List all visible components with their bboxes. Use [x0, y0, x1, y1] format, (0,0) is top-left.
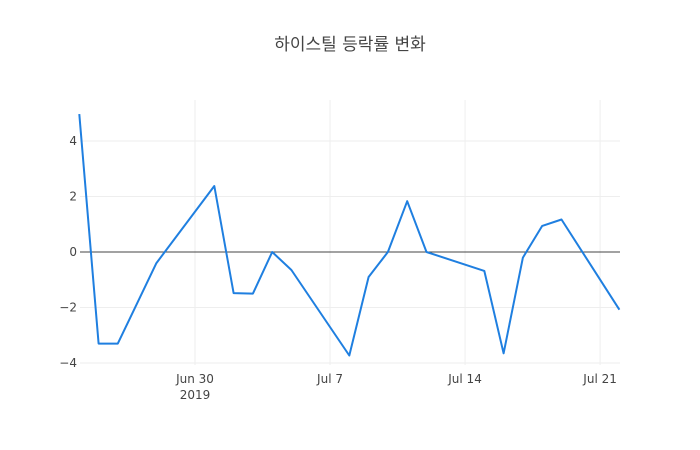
x-tick-year-label: 2019 — [180, 388, 211, 402]
gridlines — [80, 100, 620, 365]
x-tick-label: Jun 30 — [175, 372, 214, 386]
y-tick-label: 2 — [69, 190, 77, 204]
data-line — [78, 114, 621, 357]
y-tick-label: −2 — [59, 301, 77, 315]
x-tick-label: Jul 14 — [447, 372, 482, 386]
x-axis-ticks: Jun 30 2019 Jul 7 Jul 14 Jul 21 — [175, 372, 617, 402]
y-tick-label: −4 — [59, 356, 77, 370]
y-tick-label: 4 — [69, 134, 77, 148]
x-tick-label: Jul 21 — [582, 372, 617, 386]
x-tick-label: Jul 7 — [316, 372, 343, 386]
y-tick-label: 0 — [69, 245, 77, 259]
chart-title: 하이스틸 등락률 변화 — [274, 35, 426, 55]
y-axis-ticks: 4 2 0 −2 −4 — [59, 134, 77, 370]
